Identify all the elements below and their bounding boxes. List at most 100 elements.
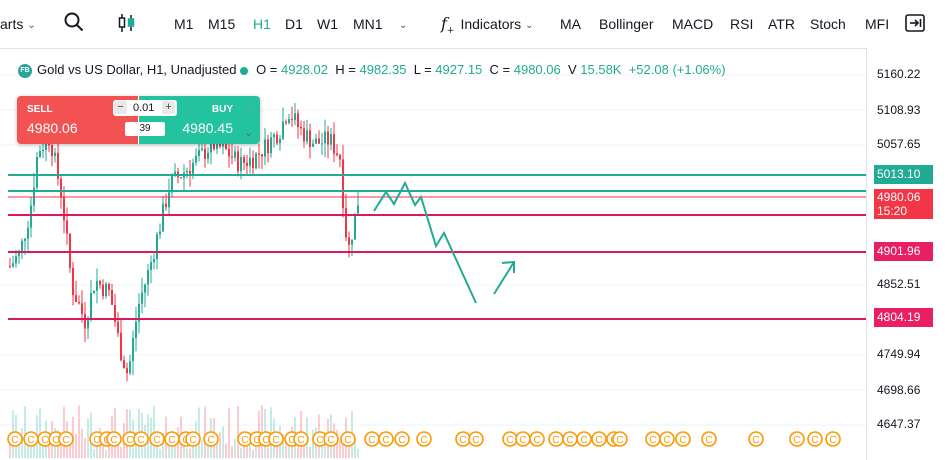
- price-tick: 4852.51: [877, 277, 921, 291]
- last-price-value: 4980.06: [877, 190, 921, 204]
- event-marker-glyph: C: [811, 435, 818, 446]
- bar-countdown: 15:20: [877, 204, 908, 218]
- low-value: 4927.15: [435, 62, 483, 77]
- volume-bar: [324, 439, 326, 458]
- candle-body: [72, 267, 74, 296]
- decrease-quantity-button[interactable]: −: [114, 101, 127, 114]
- price-axis[interactable]: 5160.22 5108.93 5057.65 5013.10 4980.06 1…: [866, 48, 951, 460]
- level-label-4901: 4901.96: [874, 242, 933, 261]
- candle-body: [273, 134, 275, 138]
- candle-body: [138, 303, 140, 322]
- interval-m15[interactable]: M15: [208, 16, 236, 32]
- volume-bar: [60, 444, 62, 458]
- study-rsi[interactable]: RSI: [730, 16, 754, 32]
- candle-body: [90, 292, 92, 319]
- candle-body: [357, 205, 359, 214]
- candle-body: [312, 143, 314, 147]
- event-marker-glyph: C: [288, 435, 295, 446]
- study-ma[interactable]: MA: [560, 16, 581, 32]
- chart-type-button[interactable]: [116, 12, 138, 39]
- candle-body: [135, 321, 137, 338]
- price-tick: 4698.66: [877, 383, 921, 397]
- study-stoch[interactable]: Stoch: [810, 16, 846, 32]
- more-intervals-button[interactable]: ⌄: [395, 14, 407, 37]
- study-mfi[interactable]: MFI: [865, 16, 890, 32]
- volume-bar: [339, 439, 341, 458]
- interval-w1[interactable]: W1: [317, 16, 338, 32]
- volume-bar: [33, 439, 35, 458]
- candle-body: [132, 337, 134, 362]
- interval-h1[interactable]: H1: [253, 16, 271, 32]
- candle-body: [354, 213, 356, 240]
- event-marker-glyph: C: [153, 435, 160, 446]
- volume-bar: [342, 438, 344, 458]
- volume-bar: [87, 418, 89, 458]
- symbol-title[interactable]: Gold vs US Dollar, H1, Unadjusted: [37, 62, 237, 77]
- chevron-down-icon: ⌄: [399, 20, 408, 31]
- candle-body: [129, 361, 131, 374]
- volume-bar: [156, 442, 158, 458]
- volume-bar: [69, 433, 71, 458]
- event-marker-icon: [529, 431, 545, 447]
- drag-handle-icon[interactable]: ⁙ ⁙: [246, 101, 255, 120]
- chevron-down-icon: ⌄: [27, 20, 36, 31]
- indicators-button[interactable]: f+ Indicators ⌄: [441, 14, 534, 41]
- candle-body: [18, 250, 20, 257]
- candle-body: [207, 152, 209, 159]
- exit-button[interactable]: [905, 13, 925, 38]
- candle-body: [93, 290, 95, 293]
- event-marker-icon: [7, 431, 23, 447]
- event-marker-icon: [416, 431, 432, 447]
- candle-body: [84, 313, 86, 329]
- volume-bar: [312, 429, 314, 458]
- candle-body: [174, 171, 176, 176]
- candle-body: [57, 152, 59, 179]
- event-marker-icon: [340, 431, 356, 447]
- event-marker-glyph: C: [327, 435, 334, 446]
- candle-body: [168, 192, 170, 208]
- volume-bar: [9, 439, 11, 458]
- volume-bar: [189, 448, 191, 458]
- interval-d1[interactable]: D1: [285, 16, 303, 32]
- volume-bar: [48, 445, 50, 458]
- event-marker-glyph: C: [189, 435, 196, 446]
- event-marker-glyph: C: [616, 435, 623, 446]
- volume-bar: [30, 437, 32, 458]
- candle-body: [162, 203, 164, 232]
- candle-body: [348, 237, 350, 245]
- search-button[interactable]: [64, 12, 84, 37]
- increase-quantity-button[interactable]: +: [162, 101, 175, 114]
- interval-m1[interactable]: M1: [174, 16, 194, 32]
- candle-body: [153, 259, 155, 263]
- study-atr[interactable]: ATR: [768, 16, 795, 32]
- volume-bar: [237, 406, 239, 458]
- price-tick: 5057.65: [877, 137, 921, 151]
- volume-bar: [354, 441, 356, 458]
- study-bollinger[interactable]: Bollinger: [599, 16, 654, 32]
- event-marker-glyph: C: [533, 435, 540, 446]
- charts-menu[interactable]: arts ⌄: [0, 14, 36, 37]
- study-macd[interactable]: MACD: [672, 16, 714, 32]
- candle-body: [264, 139, 266, 157]
- event-marker-icon: [591, 431, 607, 447]
- event-marker-icon: [58, 431, 74, 447]
- event-marker-glyph: C: [459, 435, 466, 446]
- volume-bar: [81, 428, 83, 458]
- event-marker-glyph: C: [649, 435, 656, 446]
- candle-body: [117, 321, 119, 333]
- candle-body: [39, 150, 41, 157]
- quantity-value[interactable]: 0.01: [133, 102, 155, 114]
- candle-body: [12, 263, 14, 267]
- volume-key: V: [567, 62, 577, 77]
- chevron-down-icon[interactable]: ⌄: [244, 127, 254, 139]
- quantity-stepper: − 0.01 +: [113, 100, 177, 116]
- fx-icon: f+: [441, 14, 455, 37]
- volume-bar: [192, 439, 194, 458]
- candle-body: [144, 284, 146, 293]
- interval-mn1[interactable]: MN1: [353, 16, 383, 32]
- volume-bar: [228, 408, 230, 458]
- volume-bar: [120, 446, 122, 458]
- volume-bar: [246, 440, 248, 458]
